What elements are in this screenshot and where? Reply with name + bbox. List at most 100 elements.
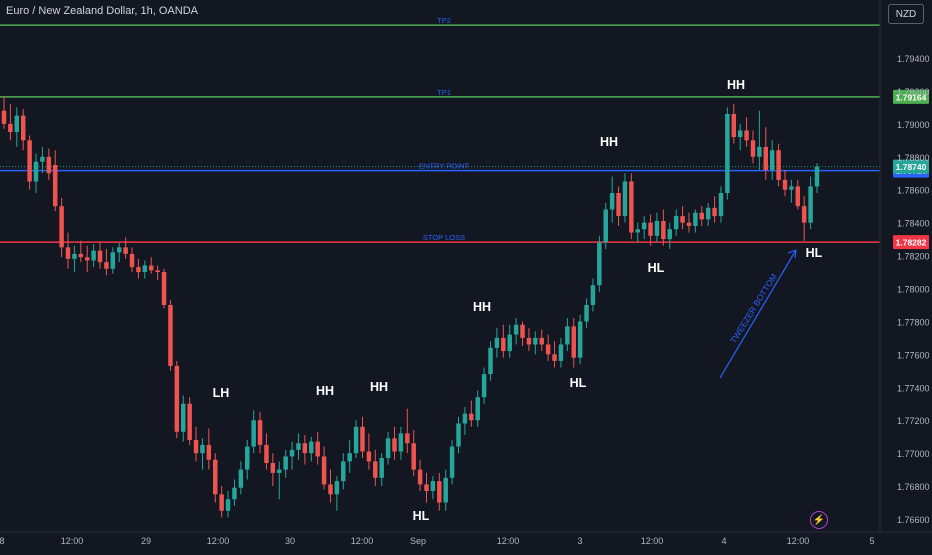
x-tick-label: 12:00	[787, 536, 810, 546]
candle-down	[795, 186, 801, 207]
candle-up	[72, 253, 77, 259]
candle-down	[161, 272, 167, 305]
candle-up	[789, 186, 794, 190]
currency-badge[interactable]: NZD	[888, 4, 924, 24]
swing-label: HH	[473, 300, 491, 314]
y-tick-label: 1.79200	[897, 87, 930, 97]
candle-up	[430, 481, 436, 492]
level-label: STOP LOSS	[423, 233, 465, 242]
level-label: TP2	[437, 16, 451, 25]
candle-up	[577, 321, 583, 358]
swing-label: HL	[570, 376, 587, 390]
candle-down	[123, 247, 128, 254]
y-tick-label: 1.78200	[897, 252, 930, 262]
candle-down	[629, 181, 634, 233]
candle-down	[744, 130, 749, 141]
candle-up	[533, 337, 538, 345]
candle-up	[277, 469, 282, 473]
candle-up	[181, 403, 186, 432]
candle-down	[360, 426, 365, 452]
candle-up	[14, 115, 20, 133]
candle-down	[750, 140, 756, 157]
current-price-label: 1.78740	[896, 162, 927, 172]
candle-down	[46, 156, 52, 174]
y-tick-label: 1.78000	[897, 285, 930, 295]
candle-up	[334, 481, 340, 495]
price-tag-label: 1.78282	[896, 238, 927, 248]
candle-up	[590, 285, 596, 305]
y-tick-label: 1.78600	[897, 186, 930, 196]
chart-title: Euro / New Zealand Dollar, 1h, OANDA	[6, 5, 198, 17]
y-tick-label: 1.77400	[897, 383, 930, 393]
candle-down	[315, 441, 320, 457]
candle-down	[20, 115, 26, 141]
y-tick-label: 1.77200	[897, 416, 930, 426]
swing-label: LH	[213, 386, 230, 400]
candle-up	[232, 487, 237, 500]
candle-down	[270, 463, 276, 473]
candle-down	[373, 461, 378, 478]
candle-down	[712, 207, 717, 217]
candle-up	[251, 420, 256, 447]
candle-up	[398, 433, 404, 452]
candle-down	[78, 253, 84, 258]
candle-down	[129, 253, 135, 268]
candle-down	[545, 344, 551, 355]
x-tick-label: 12:00	[351, 536, 374, 546]
y-tick-label: 1.78400	[897, 219, 930, 229]
x-tick-label: 3	[577, 536, 582, 546]
candle-up	[475, 397, 480, 421]
candle-down	[302, 443, 308, 454]
bolt-icon[interactable]: ⚡	[810, 511, 828, 529]
price-tag-label: 1.79164	[896, 92, 927, 102]
candle-down	[680, 216, 685, 223]
candle-down	[97, 250, 103, 263]
candle-up	[622, 181, 628, 217]
candle-down	[136, 267, 141, 273]
x-tick-label: 4	[721, 536, 726, 546]
candle-up	[296, 443, 301, 450]
y-tick-label: 1.77800	[897, 317, 930, 327]
candle-down	[59, 206, 64, 248]
candle-up	[635, 229, 640, 233]
candle-up	[705, 207, 711, 220]
candle-up	[200, 444, 205, 454]
y-tick-label: 1.79000	[897, 120, 930, 130]
candle-up	[488, 347, 493, 375]
candle-up	[565, 326, 570, 345]
x-tick-label: Sep	[410, 536, 426, 546]
candle-up	[584, 304, 589, 322]
candle-up	[379, 458, 384, 478]
candle-down	[257, 420, 263, 445]
candle-up	[116, 247, 122, 253]
candle-down	[193, 439, 199, 454]
candle-up	[494, 337, 500, 348]
y-tick-label: 1.79400	[897, 54, 930, 64]
candle-down	[213, 459, 218, 495]
candle-down	[616, 193, 621, 217]
candle-up	[507, 334, 512, 352]
candle-up	[814, 166, 820, 187]
candle-down	[84, 257, 90, 261]
candle-up	[462, 413, 468, 424]
candle-down	[801, 206, 807, 223]
swing-label: HL	[413, 509, 430, 523]
x-tick-label: 12:00	[61, 536, 84, 546]
candle-down	[411, 443, 416, 470]
candle-up	[456, 423, 461, 447]
candle-down	[686, 222, 692, 226]
candle-up	[341, 461, 346, 482]
candle-down	[8, 123, 13, 133]
candle-down	[187, 403, 192, 440]
candle-down	[424, 484, 429, 492]
candle-down	[392, 438, 397, 452]
y-tick-label: 1.76600	[897, 515, 930, 525]
swing-label: HH	[727, 78, 745, 92]
swing-label: HH	[600, 135, 618, 149]
y-tick-label: 1.77600	[897, 350, 930, 360]
x-tick-label: 12:00	[497, 536, 520, 546]
candle-down	[417, 469, 423, 485]
candle-up	[654, 220, 660, 236]
price-tag	[893, 235, 929, 250]
